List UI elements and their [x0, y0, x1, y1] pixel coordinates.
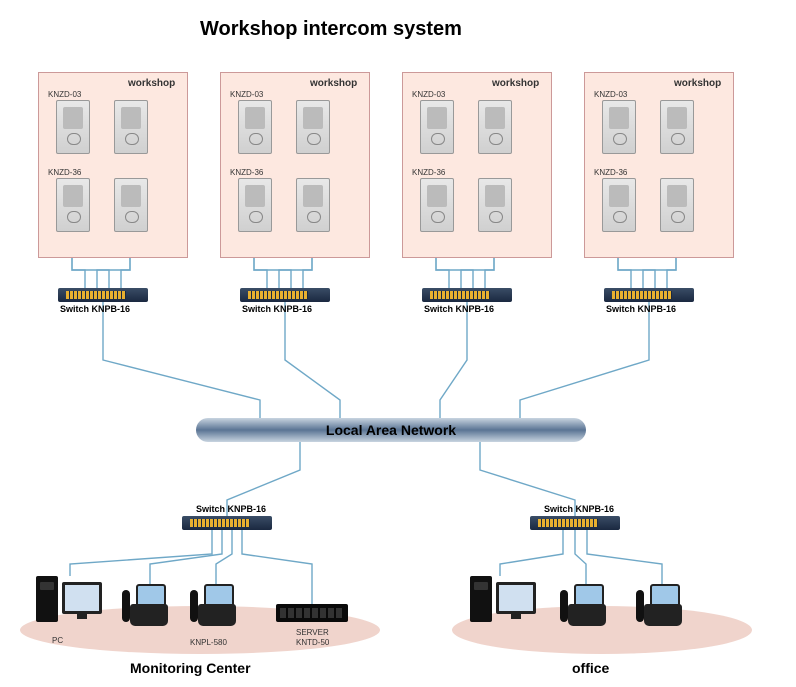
- network-switch: [604, 288, 694, 302]
- intercom-device: [238, 100, 272, 154]
- intercom-device: [296, 100, 330, 154]
- office-title: office: [572, 660, 609, 676]
- network-switch: [240, 288, 330, 302]
- lan-pipe: Local Area Network: [196, 418, 586, 442]
- intercom-device: [602, 178, 636, 232]
- intercom-device: [420, 178, 454, 232]
- intercom-device: [114, 178, 148, 232]
- ip-phone: [122, 584, 172, 626]
- intercom-device: [238, 178, 272, 232]
- intercom-device: [56, 100, 90, 154]
- ip-phone: [560, 584, 610, 626]
- intercom-device: [660, 100, 694, 154]
- server: [276, 604, 348, 622]
- network-switch: [422, 288, 512, 302]
- intercom-device: [56, 178, 90, 232]
- network-switch: [182, 516, 272, 530]
- intercom-device: [420, 100, 454, 154]
- intercom-device: [478, 100, 512, 154]
- monitoring-title: Monitoring Center: [130, 660, 251, 676]
- intercom-device: [296, 178, 330, 232]
- network-switch: [58, 288, 148, 302]
- ip-phone: [190, 584, 240, 626]
- intercom-device: [114, 100, 148, 154]
- lan-label: Local Area Network: [196, 418, 586, 442]
- intercom-device: [660, 178, 694, 232]
- intercom-device: [602, 100, 636, 154]
- ip-phone: [636, 584, 686, 626]
- network-switch: [530, 516, 620, 530]
- intercom-device: [478, 178, 512, 232]
- diagram-title: Workshop intercom system: [200, 18, 462, 41]
